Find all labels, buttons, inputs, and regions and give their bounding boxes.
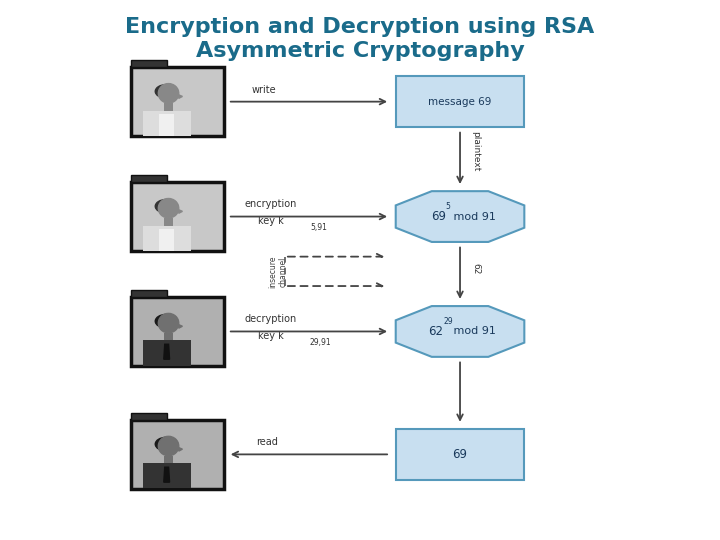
- Text: 29,91: 29,91: [310, 338, 332, 347]
- Text: Encryption and Decryption using RSA: Encryption and Decryption using RSA: [125, 17, 595, 37]
- Text: 62: 62: [428, 325, 444, 338]
- FancyBboxPatch shape: [131, 420, 224, 489]
- Text: encryption: encryption: [245, 199, 297, 209]
- Text: 69: 69: [453, 448, 467, 461]
- Polygon shape: [179, 325, 182, 328]
- Ellipse shape: [156, 199, 178, 213]
- Polygon shape: [163, 344, 170, 359]
- Text: decryption: decryption: [245, 314, 297, 324]
- FancyBboxPatch shape: [164, 456, 173, 464]
- Text: Asymmetric Cryptography: Asymmetric Cryptography: [196, 41, 524, 61]
- Text: write: write: [251, 85, 276, 94]
- Polygon shape: [179, 448, 182, 451]
- FancyBboxPatch shape: [164, 103, 173, 111]
- Text: key k: key k: [258, 331, 284, 341]
- Ellipse shape: [158, 199, 179, 218]
- FancyBboxPatch shape: [131, 413, 166, 420]
- FancyBboxPatch shape: [159, 114, 174, 136]
- Polygon shape: [163, 467, 170, 482]
- Ellipse shape: [158, 436, 179, 456]
- Ellipse shape: [158, 84, 179, 103]
- Ellipse shape: [158, 313, 179, 333]
- FancyBboxPatch shape: [143, 226, 191, 251]
- Polygon shape: [179, 95, 182, 98]
- FancyBboxPatch shape: [396, 76, 524, 127]
- Text: mod 91: mod 91: [450, 327, 496, 336]
- Polygon shape: [179, 210, 182, 213]
- FancyBboxPatch shape: [131, 175, 166, 182]
- Polygon shape: [396, 191, 524, 242]
- FancyBboxPatch shape: [131, 290, 166, 296]
- Text: mod 91: mod 91: [450, 212, 496, 221]
- Ellipse shape: [156, 437, 178, 451]
- FancyBboxPatch shape: [143, 341, 191, 366]
- FancyBboxPatch shape: [131, 182, 224, 251]
- Text: 5,91: 5,91: [310, 223, 327, 232]
- Ellipse shape: [156, 85, 178, 98]
- FancyBboxPatch shape: [131, 60, 166, 67]
- Text: read: read: [256, 437, 278, 448]
- FancyBboxPatch shape: [143, 463, 191, 488]
- Text: 29: 29: [444, 318, 453, 326]
- Text: key k: key k: [258, 216, 284, 226]
- Text: 69: 69: [431, 210, 446, 223]
- FancyBboxPatch shape: [131, 67, 224, 137]
- Text: message 69: message 69: [428, 97, 492, 106]
- Text: insecure
channel: insecure channel: [268, 255, 288, 288]
- Polygon shape: [396, 306, 524, 357]
- Ellipse shape: [156, 314, 178, 328]
- Text: 5: 5: [446, 202, 451, 212]
- FancyBboxPatch shape: [131, 296, 224, 366]
- FancyBboxPatch shape: [396, 429, 524, 480]
- Text: plaintext: plaintext: [472, 131, 480, 171]
- Text: 62: 62: [472, 263, 480, 274]
- FancyBboxPatch shape: [164, 218, 173, 226]
- FancyBboxPatch shape: [143, 111, 191, 136]
- FancyBboxPatch shape: [159, 230, 174, 251]
- FancyBboxPatch shape: [164, 333, 173, 341]
